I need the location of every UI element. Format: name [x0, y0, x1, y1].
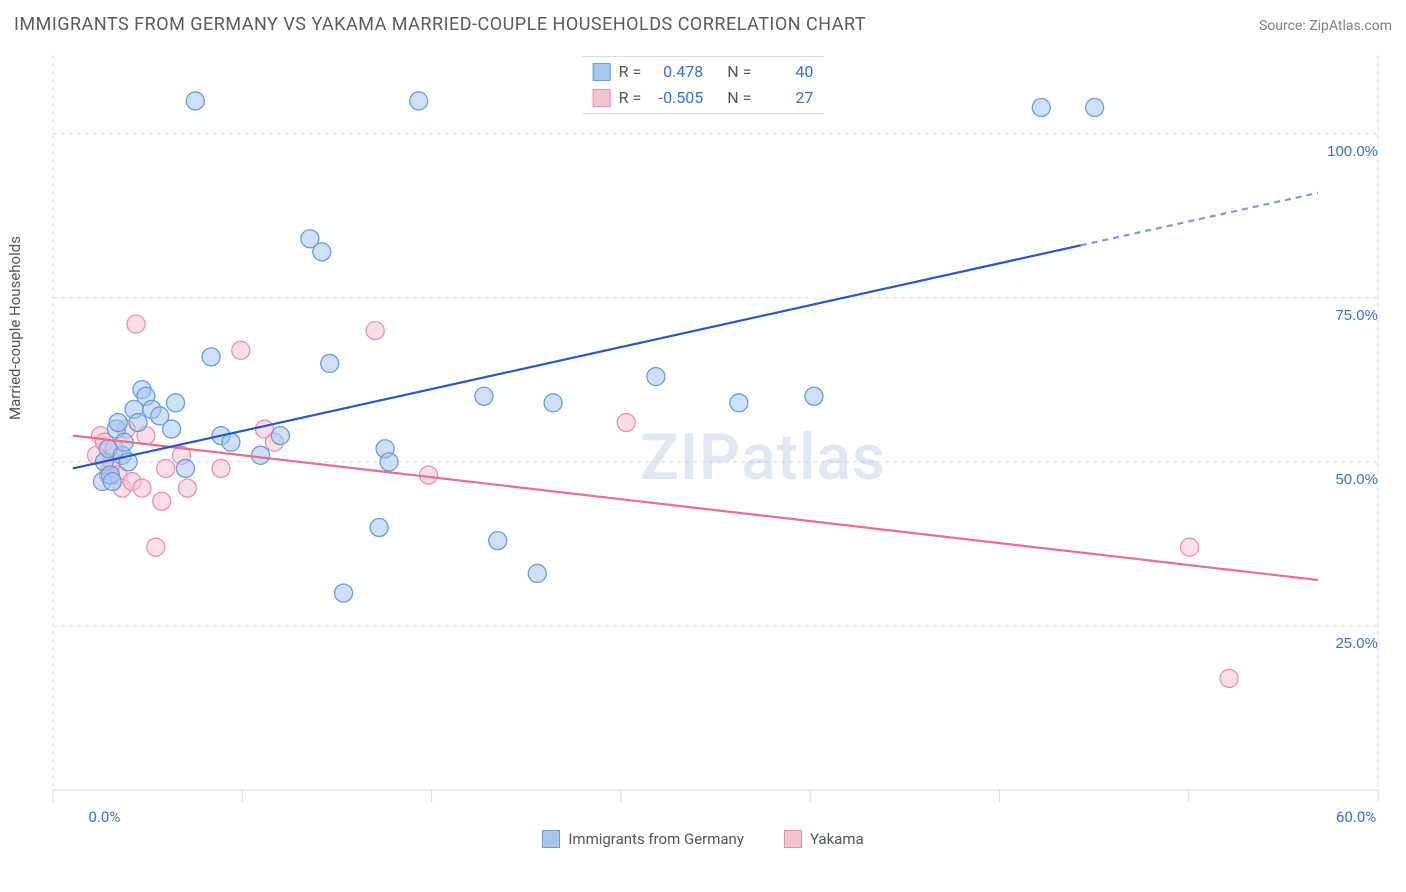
- chart-title: IMMIGRANTS FROM GERMANY VS YAKAMA MARRIE…: [14, 14, 866, 35]
- legend-entry: Yakama: [784, 830, 864, 848]
- x-tick-label: 0.0%: [89, 808, 121, 826]
- stats-legend: R = 0.478 N = 40 R = -0.505 N = 27: [583, 56, 824, 114]
- x-axis-legend: Immigrants from Germany Yakama: [0, 830, 1406, 848]
- stats-legend-row: R = 0.478 N = 40: [593, 59, 814, 85]
- scatter-plot: 25.0% 50.0% 75.0% 100.0%: [48, 50, 1388, 810]
- svg-text:75.0%: 75.0%: [1335, 307, 1378, 324]
- svg-text:50.0%: 50.0%: [1335, 471, 1378, 488]
- x-tick-label: 60.0%: [1336, 808, 1376, 826]
- swatch-icon: [784, 830, 802, 848]
- svg-text:100.0%: 100.0%: [1327, 143, 1378, 160]
- legend-label: Yakama: [810, 830, 864, 848]
- source-label: Source: ZipAtlas.com: [1259, 18, 1392, 34]
- swatch-icon: [593, 63, 611, 81]
- swatch-icon: [593, 89, 611, 107]
- legend-entry: Immigrants from Germany: [542, 830, 744, 848]
- swatch-icon: [542, 830, 560, 848]
- stats-legend-row: R = -0.505 N = 27: [593, 85, 814, 111]
- y-axis-label: Married-couple Households: [6, 236, 24, 420]
- legend-label: Immigrants from Germany: [568, 830, 744, 848]
- svg-text:25.0%: 25.0%: [1335, 635, 1378, 652]
